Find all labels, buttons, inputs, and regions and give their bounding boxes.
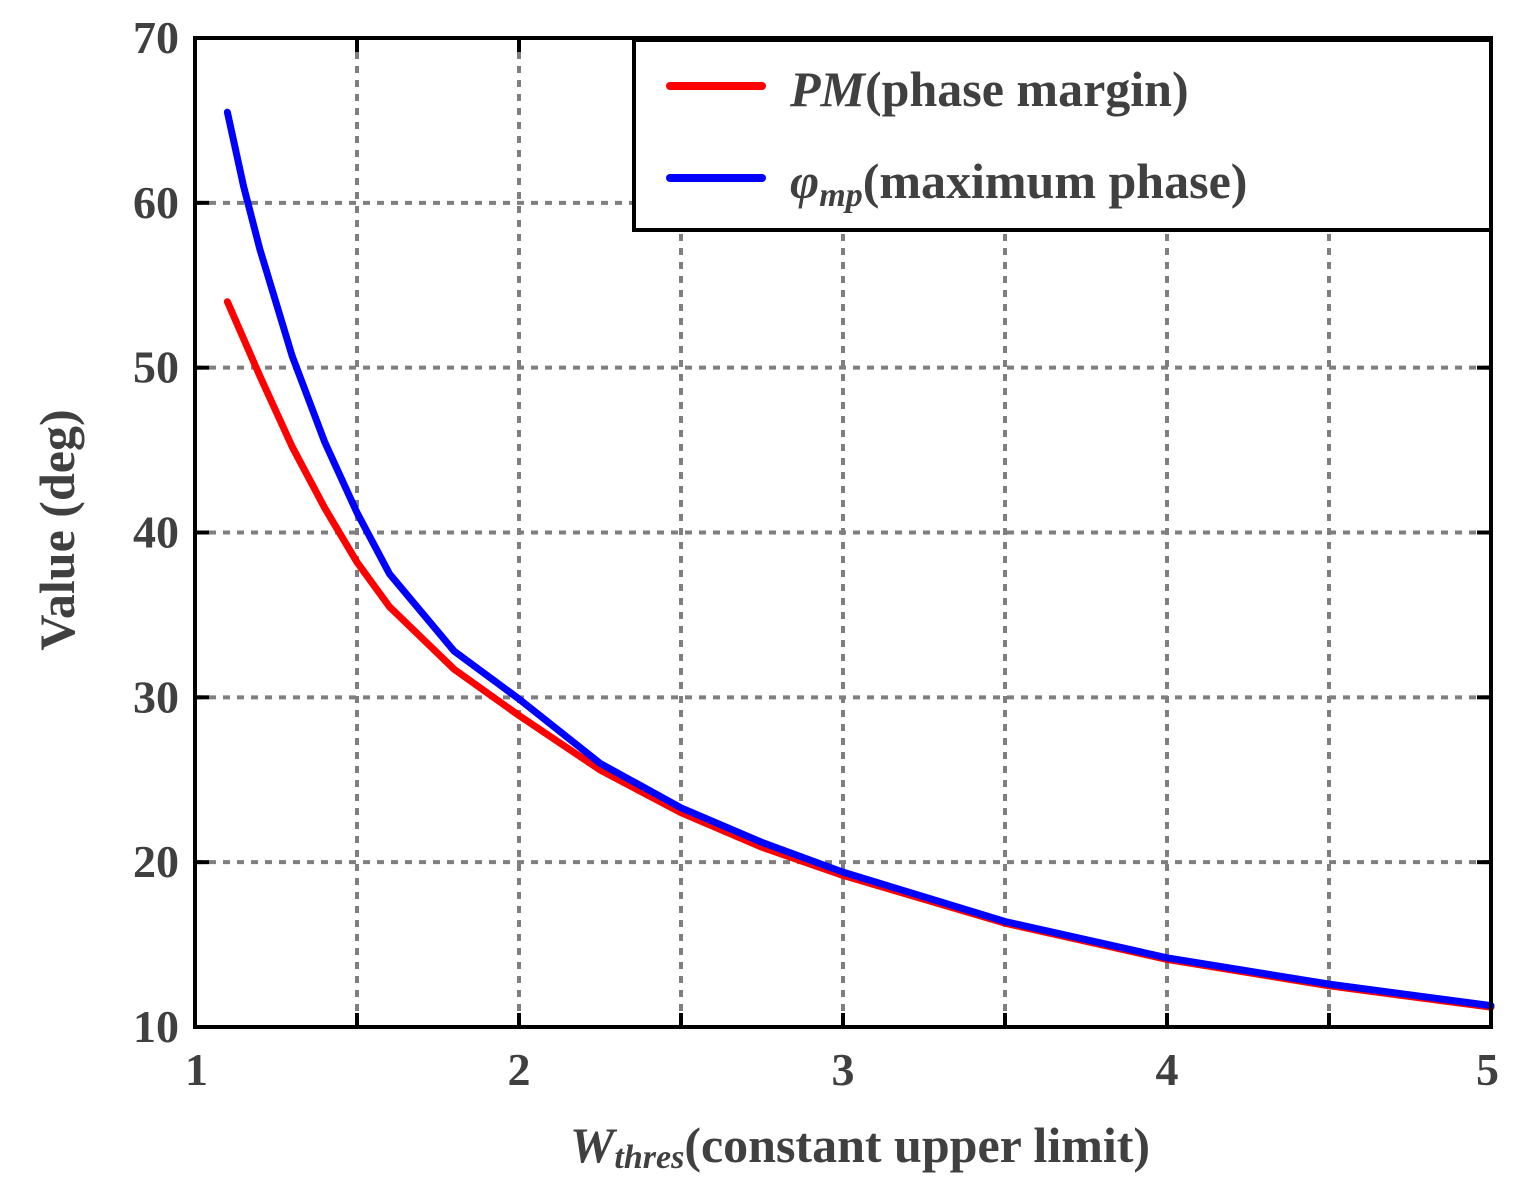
x-axis-symbol: W (570, 1117, 618, 1173)
y-tick-label: 60 (133, 177, 179, 228)
y-tick-label: 50 (133, 342, 179, 393)
legend-symbol-pm: PM (789, 61, 867, 117)
y-tick-label: 20 (133, 836, 179, 887)
x-tick-labels: 1 2 3 4 5 (185, 1044, 1499, 1095)
legend-symbol-phi: φ (790, 153, 819, 209)
x-tick-label: 2 (508, 1044, 531, 1095)
x-axis-title: Wthres(constant upper limit) (570, 1117, 1150, 1176)
x-tick-label: 4 (1156, 1044, 1179, 1095)
legend-label-maximum-phase: φmp(maximum phase) (790, 153, 1247, 214)
x-axis-title-rest: (constant upper limit) (684, 1117, 1150, 1173)
x-tick-label: 3 (832, 1044, 855, 1095)
y-tick-label: 10 (133, 1001, 179, 1052)
x-tick-label: 1 (185, 1044, 208, 1095)
y-tick-label: 30 (133, 671, 179, 722)
legend-label-phase-margin: PM(phase margin) (789, 61, 1189, 117)
y-axis-title: Value (deg) (29, 409, 85, 650)
legend-subscript-phi: mp (819, 177, 862, 214)
x-axis-subscript: thres (614, 1139, 684, 1176)
y-tick-label: 40 (133, 507, 179, 558)
legend-box (632, 38, 1493, 232)
x-tick-label: 5 (1476, 1044, 1499, 1095)
legend-text-pm: (phase margin) (865, 61, 1189, 117)
series-lines (223, 108, 1495, 1011)
series-line-maximum-phase (223, 108, 1495, 1010)
y-tick-labels: 10 20 30 40 50 60 70 (133, 12, 179, 1052)
legend-text-phi: (maximum phase) (863, 153, 1248, 209)
y-tick-label: 70 (133, 12, 179, 63)
series-line-phase-margin (223, 298, 1495, 1011)
legend: PM(phase margin) φmp(maximum phase) (632, 38, 1493, 232)
grid-lines (195, 38, 1491, 1027)
